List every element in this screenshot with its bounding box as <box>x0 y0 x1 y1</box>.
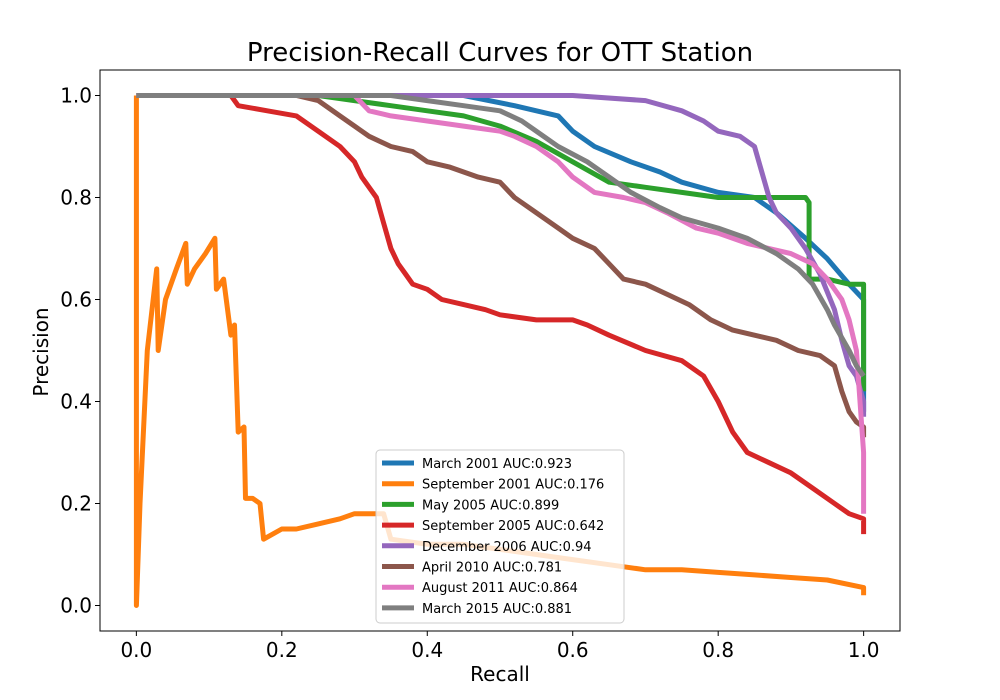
legend-label-6: August 2011 AUC:0.864 <box>422 581 578 596</box>
chart-title: Precision-Recall Curves for OTT Station <box>247 38 753 68</box>
x-axis-label: Recall <box>470 662 530 686</box>
legend-label-0: March 2001 AUC:0.923 <box>422 457 572 472</box>
legend-label-2: May 2005 AUC:0.899 <box>422 498 559 513</box>
series-line-4 <box>136 93 867 417</box>
x-tick-label: 0.0 <box>120 638 152 662</box>
legend-label-3: September 2005 AUC:0.642 <box>422 519 604 534</box>
series-lines <box>133 93 867 608</box>
y-tick-label: 0.8 <box>60 186 92 210</box>
y-tick-label: 0.4 <box>60 390 92 414</box>
y-axis-label: Precision <box>29 307 53 396</box>
legend-box <box>375 449 625 624</box>
y-axis: 0.0 0.2 0.4 0.6 0.8 1.0 <box>60 84 100 618</box>
series-line-1 <box>133 95 867 608</box>
plot-frame <box>99 69 901 632</box>
x-tick-label: 0.8 <box>702 638 734 662</box>
series-line-2 <box>136 93 867 392</box>
x-axis: 0.0 0.2 0.4 0.6 0.8 1.0 <box>120 631 880 662</box>
series-line-7 <box>136 93 866 378</box>
x-tick-label: 0.6 <box>557 638 589 662</box>
legend-label-1: September 2001 AUC:0.176 <box>422 478 604 493</box>
y-tick-label: 0.0 <box>60 594 92 618</box>
y-tick-label: 0.2 <box>60 492 92 516</box>
x-tick-label: 1.0 <box>848 638 880 662</box>
legend-label-5: April 2010 AUC:0.781 <box>422 561 562 576</box>
series-line-5 <box>136 93 867 438</box>
legend-label-4: December 2006 AUC:0.94 <box>422 540 592 555</box>
series-line-0 <box>136 93 867 412</box>
y-tick-label: 1.0 <box>60 84 92 108</box>
legend: March 2001 AUC:0.923 September 2001 AUC:0… <box>375 449 625 624</box>
legend-label-7: March 2015 AUC:0.881 <box>422 602 572 617</box>
series-line-3 <box>228 94 867 535</box>
y-tick-label: 0.6 <box>60 288 92 312</box>
x-tick-label: 0.2 <box>266 638 298 662</box>
x-tick-label: 0.4 <box>411 638 443 662</box>
